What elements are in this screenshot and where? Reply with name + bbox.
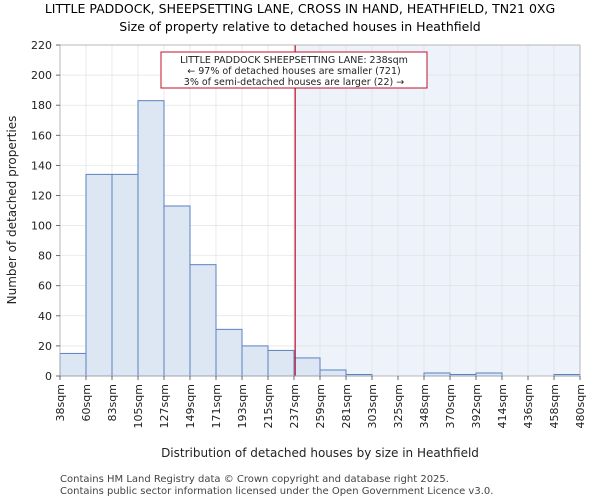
x-tick-label: 348sqm <box>418 384 431 428</box>
bar <box>189 264 217 377</box>
x-tick-label: 38sqm <box>54 384 67 421</box>
y-axis-label: Number of detached properties <box>5 116 19 305</box>
x-tick-label: 193sqm <box>236 384 249 428</box>
x-tick-label: 303sqm <box>366 384 379 428</box>
y-tick-label: 0 <box>45 370 52 383</box>
y-tick-label: 120 <box>31 189 52 202</box>
y-tick-label: 100 <box>31 220 52 233</box>
bar <box>241 345 269 377</box>
x-tick-label: 259sqm <box>314 384 327 428</box>
bar <box>85 173 113 377</box>
x-tick-label: 149sqm <box>184 384 197 428</box>
bar <box>423 372 451 377</box>
x-tick-label: 458sqm <box>548 384 561 428</box>
bar <box>319 369 347 377</box>
annotation-box: LITTLE PADDOCK SHEEPSETTING LANE: 238sqm… <box>160 51 428 89</box>
annotation-border <box>160 51 428 89</box>
y-tick-label: 220 <box>31 39 52 52</box>
x-axis-ticks: 38sqm 60sqm 83sqm 105sqm 127sqm 149sqm 171sqm 1… <box>54 376 587 428</box>
bar <box>59 352 87 377</box>
y-tick-label: 40 <box>38 310 52 323</box>
x-tick-label: 127sqm <box>158 384 171 428</box>
plot-area: 0 20 40 60 80 100 120 140 160 180 200 220 38sqm 60sq… <box>31 39 587 428</box>
chart-title-line1: LITTLE PADDOCK, SHEEPSETTING LANE, CROSS… <box>45 1 555 16</box>
x-tick-label: 237sqm <box>288 384 301 428</box>
x-tick-label: 215sqm <box>262 384 275 428</box>
y-tick-label: 180 <box>31 99 52 112</box>
y-tick-label: 60 <box>38 280 52 293</box>
x-tick-label: 105sqm <box>132 384 145 428</box>
x-tick-label: 281sqm <box>340 384 353 428</box>
bar <box>215 328 243 377</box>
footer-line1: Contains HM Land Registry data © Crown c… <box>60 474 449 485</box>
bars <box>59 100 581 377</box>
annotation-line1: LITTLE PADDOCK SHEEPSETTING LANE: 238sqm <box>180 55 408 66</box>
bar <box>137 100 165 377</box>
x-tick-label: 436sqm <box>522 384 535 428</box>
x-axis-label: Distribution of detached houses by size … <box>161 446 479 460</box>
x-tick-label: 325sqm <box>392 384 405 428</box>
x-tick-label: 480sqm <box>574 384 587 428</box>
x-tick-label: 60sqm <box>80 384 93 421</box>
x-tick-label: 414sqm <box>496 384 509 428</box>
y-tick-label: 160 <box>31 129 52 142</box>
y-tick-label: 140 <box>31 159 52 172</box>
y-axis-ticks: 0 20 40 60 80 100 120 140 160 180 200 220 <box>31 39 60 383</box>
bar <box>163 205 191 377</box>
y-tick-label: 80 <box>38 250 52 263</box>
annotation-line2: ← 97% of detached houses are smaller (72… <box>187 66 400 77</box>
x-tick-label: 392sqm <box>470 384 483 428</box>
bar <box>475 372 503 377</box>
x-tick-label: 370sqm <box>444 384 457 428</box>
annotation-line3: 3% of semi-detached houses are larger (2… <box>184 77 404 88</box>
footer-line2: Contains public sector information licen… <box>60 486 493 497</box>
y-tick-label: 200 <box>31 69 52 82</box>
larger-region-shade <box>295 45 580 376</box>
bar <box>111 173 139 377</box>
x-tick-label: 171sqm <box>210 384 223 428</box>
bar <box>267 349 295 377</box>
y-tick-label: 20 <box>38 340 52 353</box>
x-tick-label: 83sqm <box>106 384 119 421</box>
bar <box>293 357 321 377</box>
chart-title-line2: Size of property relative to detached ho… <box>119 19 480 34</box>
